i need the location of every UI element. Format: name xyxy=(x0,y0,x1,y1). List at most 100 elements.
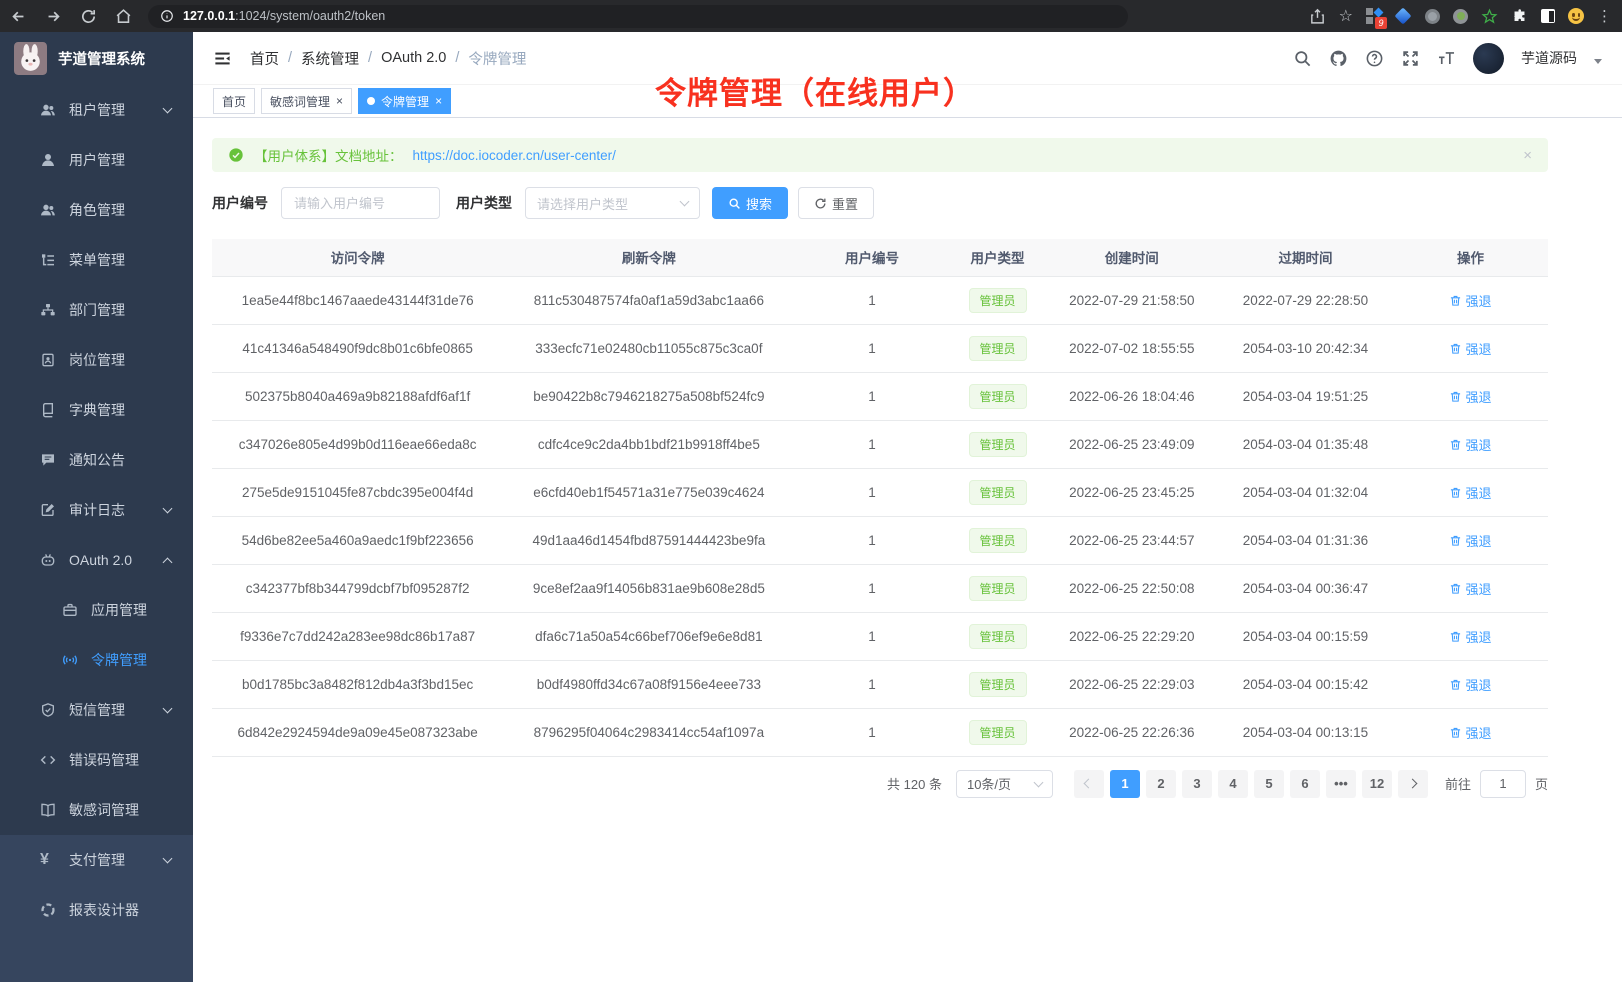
reload-icon[interactable] xyxy=(80,8,97,25)
force-logout-button[interactable]: 强退 xyxy=(1449,435,1492,454)
home-icon[interactable] xyxy=(115,8,132,25)
recorder-extension-icon[interactable] xyxy=(1453,8,1468,24)
url-bar[interactable]: 127.0.0.1:1024/system/oauth2/token xyxy=(148,4,1128,28)
force-logout-button[interactable]: 强退 xyxy=(1449,291,1492,310)
sidebar-item-支付管理[interactable]: ¥ 支付管理 xyxy=(0,835,193,885)
url-text: 127.0.0.1:1024/system/oauth2/token xyxy=(183,9,386,23)
page-button-3[interactable]: 3 xyxy=(1181,769,1212,798)
page-button-1[interactable]: 1 xyxy=(1109,769,1140,798)
goto-page-input[interactable] xyxy=(1479,769,1526,798)
breadcrumb-system[interactable]: 系统管理 xyxy=(301,51,360,68)
expire-time-cell: 2054-03-04 00:15:42 xyxy=(1217,660,1393,709)
force-logout-button[interactable]: 强退 xyxy=(1449,531,1492,550)
force-logout-button[interactable]: 强退 xyxy=(1449,387,1492,406)
sidebar-item-审计日志[interactable]: 审计日志 xyxy=(0,485,193,535)
sidebar-item-字典管理[interactable]: 字典管理 xyxy=(0,385,193,435)
sidebar-item-菜单管理[interactable]: 菜单管理 xyxy=(0,235,193,285)
refresh-icon xyxy=(814,197,827,210)
page-ellipsis-button[interactable]: ••• xyxy=(1325,769,1356,798)
active-tab-dot-icon xyxy=(367,97,376,105)
gray-extension-icon[interactable] xyxy=(1425,8,1440,24)
action-cell: 强退 xyxy=(1392,612,1548,661)
action-cell: 强退 xyxy=(1392,708,1548,757)
share-icon[interactable] xyxy=(1309,8,1326,25)
sidebar-item-错误码管理[interactable]: 错误码管理 xyxy=(0,735,193,785)
prev-page-button[interactable] xyxy=(1073,769,1104,798)
page-button-6[interactable]: 6 xyxy=(1289,769,1320,798)
force-logout-button[interactable]: 强退 xyxy=(1449,579,1492,598)
force-logout-button[interactable]: 强退 xyxy=(1449,723,1492,742)
forward-icon[interactable] xyxy=(45,8,62,25)
sidebar-item-短信管理[interactable]: 短信管理 xyxy=(0,685,193,735)
sidebar-collapse-icon[interactable] xyxy=(213,49,232,68)
search-icon[interactable] xyxy=(1293,49,1312,68)
page-button-2[interactable]: 2 xyxy=(1145,769,1176,798)
trash-icon xyxy=(1449,630,1462,643)
tab-sensitive-words[interactable]: 敏感词管理 × xyxy=(261,88,353,114)
sidebar-item-角色管理[interactable]: 角色管理 xyxy=(0,185,193,235)
search-button[interactable]: 搜索 xyxy=(712,187,789,219)
user-type-select[interactable]: 请选择用户类型 xyxy=(525,187,700,219)
alert-close-icon[interactable]: × xyxy=(1523,146,1532,164)
breadcrumb-oauth[interactable]: OAuth 2.0 xyxy=(381,50,447,66)
force-logout-button[interactable]: 强退 xyxy=(1449,675,1492,694)
sidebar-item-部门管理[interactable]: 部门管理 xyxy=(0,285,193,335)
user-menu-caret-icon[interactable] xyxy=(1594,58,1602,64)
bookmark-star-icon[interactable]: ☆ xyxy=(1338,7,1353,25)
sidebar-item-通知公告[interactable]: 通知公告 xyxy=(0,435,193,485)
github-icon[interactable] xyxy=(1329,49,1348,68)
user-name[interactable]: 芋道源码 xyxy=(1521,50,1577,66)
gem-extension-icon[interactable] xyxy=(1394,7,1412,25)
green-star-extension-icon[interactable] xyxy=(1481,7,1498,25)
site-info-icon[interactable] xyxy=(160,9,174,23)
goto-page: 前往 页 xyxy=(1445,769,1548,798)
sidebar-item-租户管理[interactable]: 租户管理 xyxy=(0,85,193,135)
sidebar-item-敏感词管理[interactable]: 敏感词管理 xyxy=(0,785,193,835)
sidebar-item-岗位管理[interactable]: 岗位管理 xyxy=(0,335,193,385)
table-row: 275e5de9151045fe87cbdc395e004f4d e6cfd40e… xyxy=(212,468,1548,517)
extensions-puzzle-icon[interactable] xyxy=(1511,8,1528,25)
next-page-button[interactable] xyxy=(1397,769,1428,798)
action-cell: 强退 xyxy=(1392,564,1548,613)
sidebar-item-label: 错误码管理 xyxy=(69,752,139,768)
browser-menu-icon[interactable]: ⋮ xyxy=(1597,8,1612,25)
user-id-cell: 1 xyxy=(794,564,950,613)
user-id-input[interactable] xyxy=(281,187,440,219)
tab-home[interactable]: 首页 xyxy=(213,88,256,114)
force-logout-button[interactable]: 强退 xyxy=(1449,483,1492,502)
force-logout-button[interactable]: 强退 xyxy=(1449,627,1492,646)
create-time-cell: 2022-06-25 23:49:09 xyxy=(1045,420,1218,469)
sidepanel-icon[interactable] xyxy=(1541,9,1555,23)
dict-icon xyxy=(40,402,56,418)
expire-time-cell: 2054-03-04 01:32:04 xyxy=(1217,468,1393,517)
force-logout-button[interactable]: 强退 xyxy=(1449,339,1492,358)
user-id-cell: 1 xyxy=(794,516,950,565)
sidebar-item-用户管理[interactable]: 用户管理 xyxy=(0,135,193,185)
sidebar-item-报表设计器[interactable]: 报表设计器 xyxy=(0,885,193,935)
extension-colored-icon[interactable]: 9 xyxy=(1366,7,1387,29)
sidebar-item-应用管理[interactable]: 应用管理 xyxy=(0,585,193,635)
page-size-select[interactable]: 10条/页 xyxy=(955,769,1053,798)
fullscreen-icon[interactable] xyxy=(1401,49,1420,68)
page-button-4[interactable]: 4 xyxy=(1217,769,1248,798)
column-header: 操作 xyxy=(1392,239,1548,277)
tab-close-icon[interactable]: × xyxy=(336,94,344,108)
column-header: 过期时间 xyxy=(1217,239,1393,277)
tab-token-management[interactable]: 令牌管理 × xyxy=(358,88,452,114)
page-button-5[interactable]: 5 xyxy=(1253,769,1284,798)
back-icon[interactable] xyxy=(10,8,27,25)
font-size-icon[interactable] xyxy=(1437,49,1456,68)
doc-link[interactable]: https://doc.iocoder.cn/user-center/ xyxy=(412,147,616,163)
tab-close-icon[interactable]: × xyxy=(435,94,443,108)
profile-avatar-icon[interactable] xyxy=(1568,8,1584,24)
reset-button[interactable]: 重置 xyxy=(798,187,875,219)
menu-tree-icon xyxy=(40,252,56,268)
help-icon[interactable] xyxy=(1365,49,1384,68)
user-avatar[interactable] xyxy=(1473,42,1504,74)
sidebar-menu: 租户管理 用户管理 角色管理 菜单管理 部门管理 岗位管理 字典管理 通知公告 审计日志 OAut… xyxy=(0,85,193,982)
breadcrumb-home[interactable]: 首页 xyxy=(250,51,279,68)
app-header: 首页 / 系统管理 / OAuth 2.0/ 令牌管理 芋道源码 xyxy=(193,32,1622,85)
sidebar-item-OAuth 2.0[interactable]: OAuth 2.0 xyxy=(0,535,193,585)
sidebar-item-令牌管理[interactable]: 令牌管理 xyxy=(0,635,193,685)
page-button-12[interactable]: 12 xyxy=(1361,769,1392,798)
